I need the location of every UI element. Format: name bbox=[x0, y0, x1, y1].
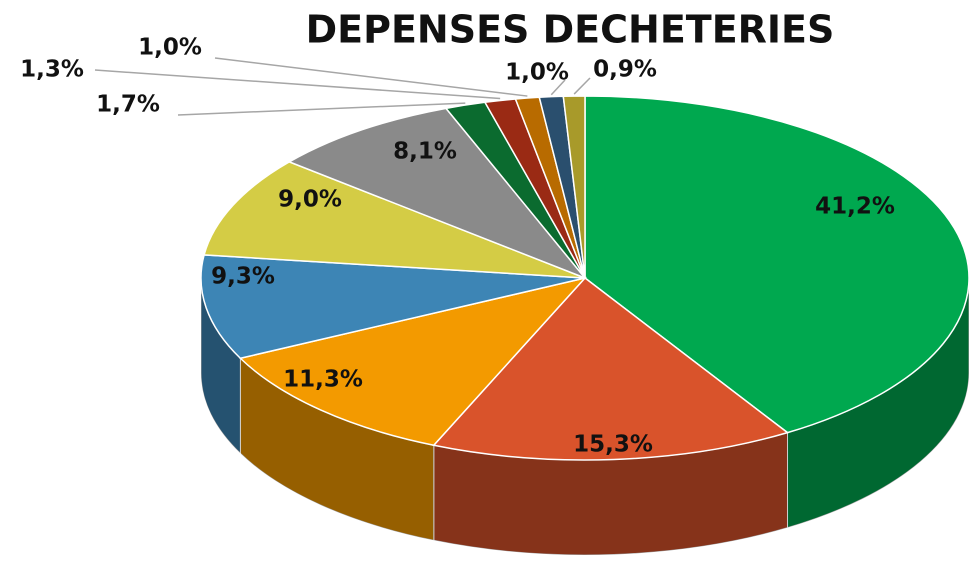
leader-line bbox=[94, 69, 501, 100]
data-label: 8,1% bbox=[393, 139, 457, 165]
slice-side-shade bbox=[787, 278, 969, 528]
leader-line bbox=[550, 79, 566, 96]
slice bbox=[200, 254, 586, 360]
data-label: 1,7% bbox=[96, 92, 160, 118]
slice-side-shade bbox=[201, 278, 241, 454]
slice bbox=[238, 276, 588, 447]
data-label: 1,3% bbox=[20, 57, 84, 83]
leader-line bbox=[214, 57, 528, 97]
data-label: 9,3% bbox=[211, 264, 275, 290]
slice bbox=[584, 95, 970, 434]
leader-line bbox=[177, 102, 466, 116]
data-label: 1,0% bbox=[138, 35, 202, 61]
data-label: 9,0% bbox=[278, 187, 342, 213]
leader-line bbox=[573, 77, 591, 95]
data-label: 0,9% bbox=[593, 57, 657, 83]
slice bbox=[432, 276, 790, 461]
slice-side-shade bbox=[433, 432, 788, 555]
slice-side-shade bbox=[240, 358, 434, 541]
data-label: 41,2% bbox=[815, 194, 895, 220]
data-label: 11,3% bbox=[283, 367, 363, 393]
data-label: 1,0% bbox=[505, 60, 569, 86]
chart-title: DEPENSES DECHETERIES bbox=[306, 8, 835, 52]
slice bbox=[562, 95, 586, 279]
data-label: 15,3% bbox=[573, 432, 653, 458]
slice bbox=[203, 161, 586, 279]
slice bbox=[287, 107, 588, 280]
